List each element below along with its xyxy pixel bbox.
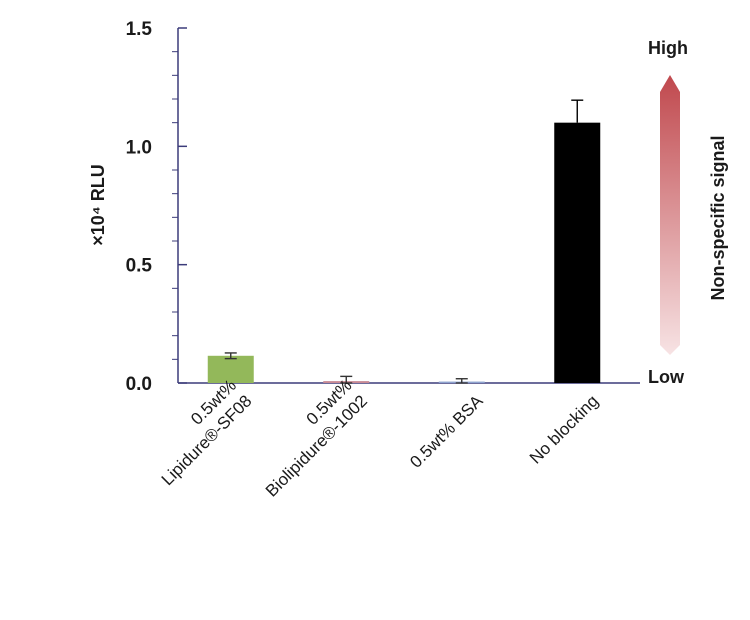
low-label: Low	[648, 367, 685, 387]
y-ticks: 0.0 0.5 1.0 1.5	[126, 19, 187, 395]
category-labels: 0.5wt%Lipidure®-SF08 0.5wt%Biolipidure®-1…	[142, 376, 602, 501]
gradient-arrow	[660, 75, 680, 355]
y-tick-label: 0.0	[126, 374, 152, 395]
y-tick-label: 1.5	[126, 19, 153, 40]
bar	[207, 355, 254, 383]
category-label: 0.5wt%Biolipidure®-1002	[246, 376, 371, 501]
non-specific-signal-label: Non-specific signal	[708, 135, 728, 300]
error-bar	[455, 378, 468, 384]
category-label: 0.5wt% BSA	[406, 391, 487, 472]
error-bars	[224, 99, 584, 384]
error-bar	[571, 99, 584, 123]
error-bar	[340, 375, 353, 384]
signal-annotation: High Low Non-specific signal	[648, 38, 728, 387]
high-label: High	[648, 38, 688, 58]
category-label: No blocking	[526, 391, 602, 467]
bars	[207, 122, 601, 384]
error-bar	[224, 352, 237, 360]
y-tick-label: 0.5	[126, 256, 153, 277]
y-axis-label: ×10⁴ RLU	[88, 164, 108, 245]
category-label: 0.5wt%Lipidure®-SF08	[142, 376, 255, 489]
y-tick-label: 1.0	[126, 137, 152, 158]
bar	[554, 122, 601, 384]
